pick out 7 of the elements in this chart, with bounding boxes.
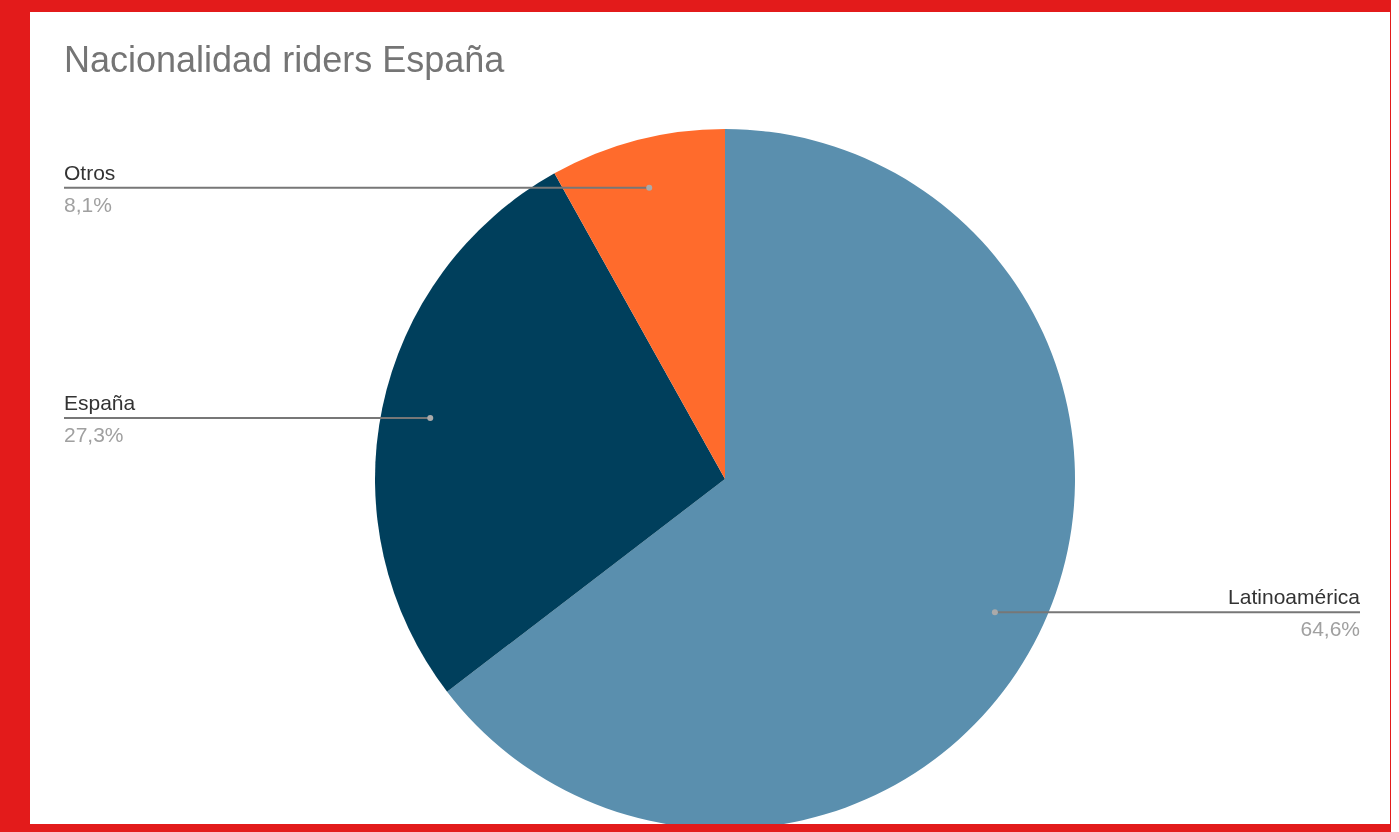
data-label: 27,3% — [64, 422, 124, 446]
data-label: 64,6% — [1300, 617, 1360, 641]
data-label: 8,1% — [64, 192, 112, 216]
slice-label: España — [64, 390, 136, 414]
slice-label: Latinoamérica — [1228, 585, 1361, 609]
slice-label: Otros — [64, 160, 116, 184]
chart-title: Nacionalidad riders España — [64, 39, 506, 80]
